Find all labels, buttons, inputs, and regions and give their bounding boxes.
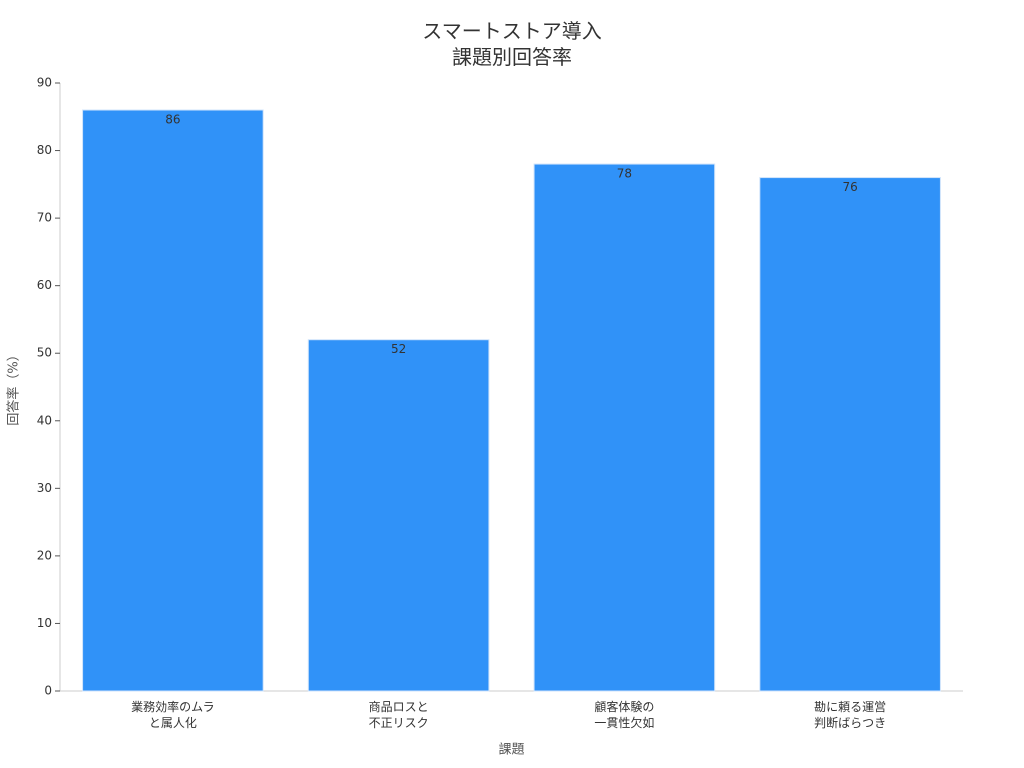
y-tick-label: 50 bbox=[37, 346, 52, 360]
y-tick-label: 20 bbox=[37, 548, 52, 562]
x-tick-label: 商品ロスと 不正リスク bbox=[368, 700, 429, 730]
y-tick-label: 60 bbox=[37, 278, 52, 292]
x-tick-label: 業務効率のムラ と属人化 bbox=[131, 700, 215, 730]
y-tick-label: 70 bbox=[37, 211, 52, 225]
bar bbox=[759, 177, 941, 692]
data-label: 52 bbox=[391, 342, 406, 356]
x-axis-label: 課題 bbox=[498, 742, 524, 758]
x-tick-label: 顧客体験の 一貫性欠如 bbox=[594, 700, 655, 730]
y-axis-label: 回答率（%） bbox=[6, 348, 22, 425]
y-tick-label: 0 bbox=[44, 684, 52, 698]
x-tick-label: 勘に頼る運営 判断ばらつき bbox=[814, 700, 887, 730]
bar bbox=[307, 339, 490, 692]
y-tick-label: 40 bbox=[37, 413, 52, 427]
data-label: 78 bbox=[617, 167, 632, 181]
data-label: 86 bbox=[165, 113, 180, 127]
bar bbox=[82, 109, 264, 692]
bar bbox=[533, 163, 716, 692]
y-tick-label: 10 bbox=[37, 616, 52, 630]
data-label: 76 bbox=[842, 180, 857, 194]
chart-title: スマートストア導入 課題別回答率 bbox=[422, 19, 602, 69]
y-tick-label: 30 bbox=[37, 481, 52, 495]
y-tick-label: 80 bbox=[37, 143, 52, 157]
y-tick-label: 90 bbox=[37, 76, 52, 90]
